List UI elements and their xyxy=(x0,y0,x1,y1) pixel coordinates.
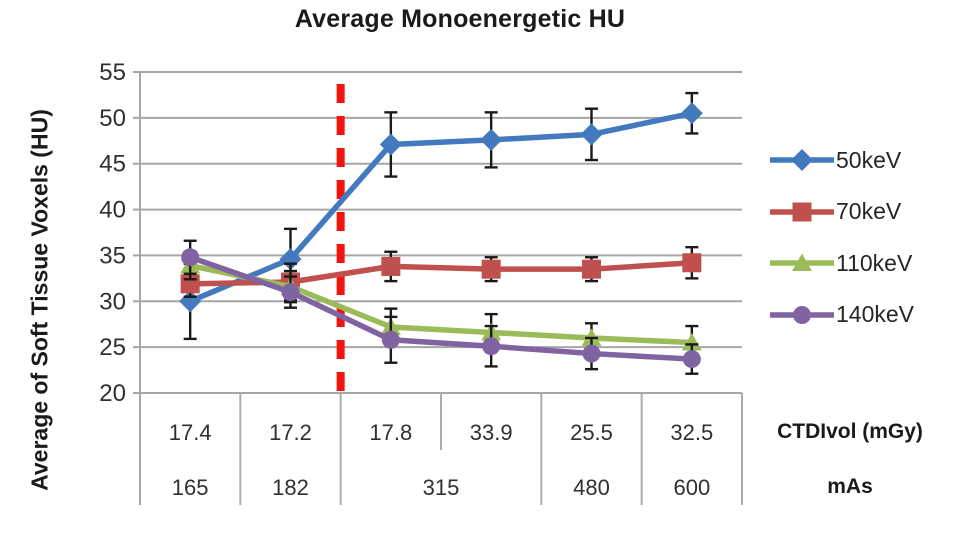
series-line-50keV xyxy=(187,110,695,305)
y-tick-label: 30 xyxy=(99,288,126,315)
y-tick-label: 45 xyxy=(99,151,126,178)
legend-marker-diamond xyxy=(770,149,834,171)
square-marker xyxy=(682,253,702,273)
triangle-marker xyxy=(681,333,702,351)
y-tick-label: 25 xyxy=(99,334,126,361)
square-marker xyxy=(582,259,601,279)
series-line-140keV xyxy=(187,254,695,362)
axis-table-cell: 480 xyxy=(573,475,610,500)
axis-table-cell: 165 xyxy=(172,475,209,500)
y-tick-label: 35 xyxy=(99,242,126,269)
diamond-marker xyxy=(580,123,603,146)
legend-marker-triangle xyxy=(770,253,834,271)
y-tick-label: 50 xyxy=(99,105,126,132)
axis-table-cell: 25.5 xyxy=(570,420,613,445)
circle-marker xyxy=(793,305,811,324)
square-marker xyxy=(481,259,501,279)
diamond-marker xyxy=(480,128,503,151)
y-tick-label: 20 xyxy=(99,380,126,407)
chart-title: Average Monoenergetic HU xyxy=(294,5,626,33)
square-marker xyxy=(792,202,812,221)
series-line-110keV xyxy=(187,262,695,346)
circle-marker xyxy=(682,350,701,369)
diamond-marker xyxy=(379,133,402,156)
y-tick-label: 55 xyxy=(99,59,126,86)
axis-table-cell: 600 xyxy=(673,475,710,500)
legend-label: 50keV xyxy=(836,146,902,173)
legend-entry-140keV: 140keV xyxy=(770,301,915,328)
axis-table-cell: 315 xyxy=(423,475,460,500)
circle-marker xyxy=(582,344,601,363)
legend-label: 140keV xyxy=(836,301,915,327)
x-axis-row-label-mas: mAs xyxy=(827,475,873,498)
axis-table-cell: 17.8 xyxy=(369,420,412,445)
axis-table-cell: 17.2 xyxy=(269,420,312,445)
legend-marker-square xyxy=(770,202,834,221)
axis-table-cell: 33.9 xyxy=(470,420,513,445)
circle-marker xyxy=(281,283,300,302)
axis-table-cell: 17.4 xyxy=(169,420,212,445)
x-axis-row-label-ctdivol: CTDIvol (mGy) xyxy=(777,420,923,443)
diamond-marker xyxy=(791,149,813,171)
square-marker xyxy=(381,256,401,276)
axis-table-cell: 182 xyxy=(272,475,309,500)
circle-marker xyxy=(482,337,501,356)
diamond-marker xyxy=(680,102,703,125)
circle-marker xyxy=(381,330,400,349)
legend-marker-circle xyxy=(770,305,834,324)
y-tick-label: 40 xyxy=(99,197,126,224)
circle-marker xyxy=(181,248,200,267)
legend-entry-50keV: 50keV xyxy=(770,147,901,173)
legend-entry-110keV: 110keV xyxy=(770,250,912,276)
legend-entry-70keV: 70keV xyxy=(770,198,902,225)
axis-table-cell: 32.5 xyxy=(670,420,713,445)
legend-label: 70keV xyxy=(836,198,902,224)
legend-label: 110keV xyxy=(836,249,913,276)
triangle-marker xyxy=(792,253,812,271)
